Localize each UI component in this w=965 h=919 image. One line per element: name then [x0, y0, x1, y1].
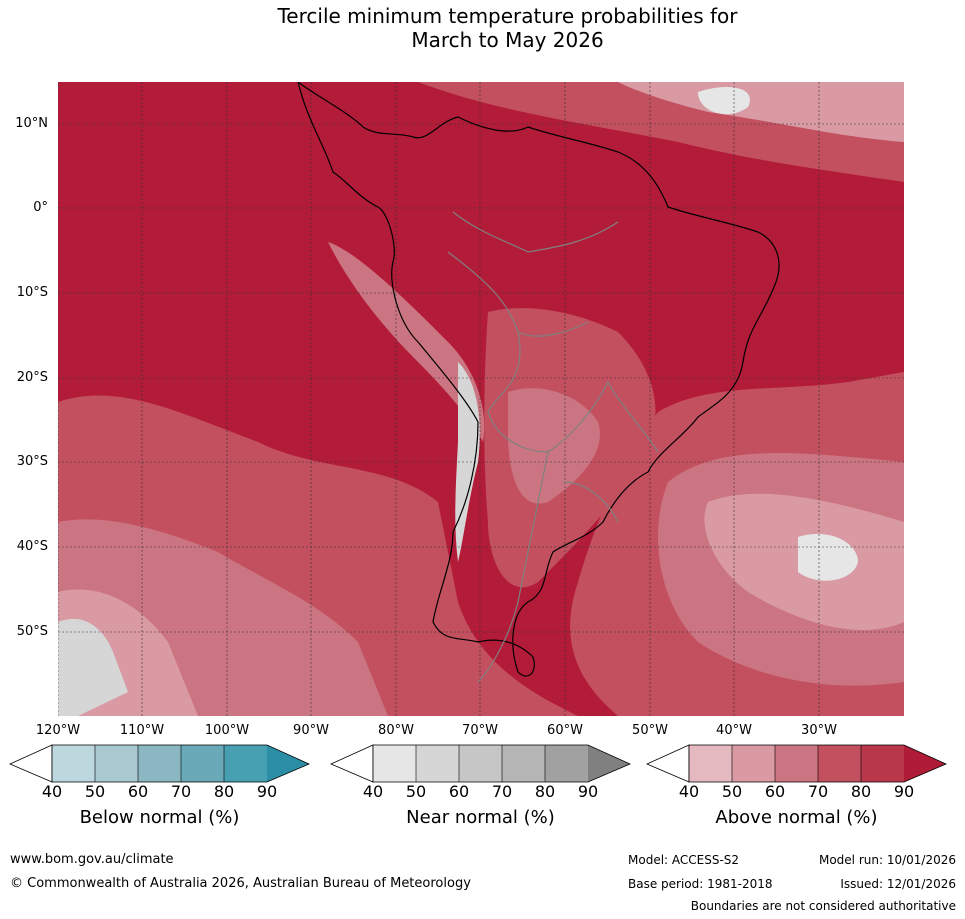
continent-interior-60-region — [508, 388, 600, 504]
colorbar-below-title: Below normal (%) — [79, 807, 240, 828]
cb-near-tick-70: 70 — [491, 782, 513, 801]
title-line-2: March to May 2026 — [411, 28, 604, 52]
cb-above-tick-60: 60 — [764, 782, 786, 801]
probability-map — [58, 82, 904, 716]
footer-copyright: © Commonwealth of Australia 2026, Austra… — [10, 876, 471, 891]
cb-above-swatch-5 — [904, 745, 946, 782]
lon-label-110w: 110°W — [119, 723, 165, 738]
cb-near-swatch-5 — [588, 745, 630, 782]
lon-label-90w: 90°W — [293, 723, 329, 738]
footer-base-period: Base period: 1981-2018 — [628, 877, 773, 891]
cb-below-tick-60: 60 — [127, 782, 149, 801]
cb-below-tick-40: 40 — [41, 782, 63, 801]
lat-label-10n: 10°N — [15, 116, 48, 131]
map-canvas — [58, 82, 904, 716]
cb-above-tick-90: 90 — [893, 782, 915, 801]
cb-near-swatch-1 — [416, 745, 459, 782]
cb-above-swatch-4 — [861, 745, 904, 782]
lon-label-100w: 100°W — [204, 723, 250, 738]
cb-below-swatch-0 — [52, 745, 95, 782]
cb-near-swatch-2 — [459, 745, 502, 782]
cb-below-swatch-5 — [267, 745, 309, 782]
north-atlantic-50-60-region — [618, 82, 904, 142]
lat-label-10s: 10°S — [16, 285, 48, 300]
colorbar-above-title: Above normal (%) — [715, 807, 878, 828]
lon-label-40w: 40°W — [716, 723, 752, 738]
cb-below-tick-70: 70 — [170, 782, 192, 801]
colorbar-near-normal — [330, 744, 632, 784]
country-borders — [447, 211, 659, 683]
lat-label-50s: 50°S — [16, 624, 48, 639]
cb-above-tick-40: 40 — [678, 782, 700, 801]
lon-label-30w: 30°W — [801, 723, 837, 738]
cb-near-tick-40: 40 — [362, 782, 384, 801]
cb-below-swatch-3 — [181, 745, 224, 782]
colorbar-above-normal — [646, 744, 948, 784]
footer-issued: Issued: 12/01/2026 — [840, 877, 956, 891]
cb-below-swatch-1 — [95, 745, 138, 782]
cb-near-swatch-3 — [502, 745, 545, 782]
footer-disclaimer: Boundaries are not considered authoritat… — [690, 899, 956, 913]
cb-near-tick-80: 80 — [534, 782, 556, 801]
cb-above-swatch-0 — [689, 745, 732, 782]
cb-below-tick-50: 50 — [84, 782, 106, 801]
cb-near-tick-50: 50 — [405, 782, 427, 801]
cb-below-swatch-2 — [138, 745, 181, 782]
north-atlantic-near-normal-region — [698, 87, 750, 115]
title-line-1: Tercile minimum temperature probabilitie… — [277, 4, 738, 28]
lat-label-40s: 40°S — [16, 539, 48, 554]
cb-near-tick-90: 90 — [577, 782, 599, 801]
footer-model-run: Model run: 10/01/2026 — [818, 853, 956, 867]
andes-60-70-region — [328, 242, 485, 442]
lon-label-70w: 70°W — [462, 723, 498, 738]
lat-label-30s: 30°S — [16, 454, 48, 469]
lon-label-80w: 80°W — [378, 723, 414, 738]
cb-above-swatch-2 — [775, 745, 818, 782]
colorbar-below-normal — [9, 744, 311, 784]
south-america-coastline — [297, 82, 780, 677]
cb-above-tick-70: 70 — [807, 782, 829, 801]
lat-label-20s: 20°S — [16, 370, 48, 385]
cb-above-tick-50: 50 — [721, 782, 743, 801]
cb-above-tick-80: 80 — [850, 782, 872, 801]
colorbar-near-title: Near normal (%) — [406, 807, 555, 828]
cb-near-swatch-4 — [545, 745, 588, 782]
map-title: Tercile minimum temperature probabilitie… — [0, 4, 965, 52]
graticule — [58, 82, 904, 716]
cb-near-swatch-0 — [373, 745, 416, 782]
lon-label-120w: 120°W — [35, 723, 81, 738]
cb-below-swatch-4 — [224, 745, 267, 782]
footer-model: Model: ACCESS-S2 — [628, 853, 740, 867]
atlantic-near-normal-region — [798, 533, 858, 581]
cb-above-swatch-1 — [732, 745, 775, 782]
lon-label-60w: 60°W — [547, 723, 583, 738]
lat-label-0: 0° — [33, 200, 48, 215]
cb-below-tick-80: 80 — [213, 782, 235, 801]
lon-label-50w: 50°W — [632, 723, 668, 738]
footer-website[interactable]: www.bom.gov.au/climate — [10, 852, 174, 867]
cb-near-tick-60: 60 — [448, 782, 470, 801]
cb-above-swatch-3 — [818, 745, 861, 782]
cb-below-tick-90: 90 — [256, 782, 278, 801]
pacific-near-normal-region — [58, 618, 128, 716]
